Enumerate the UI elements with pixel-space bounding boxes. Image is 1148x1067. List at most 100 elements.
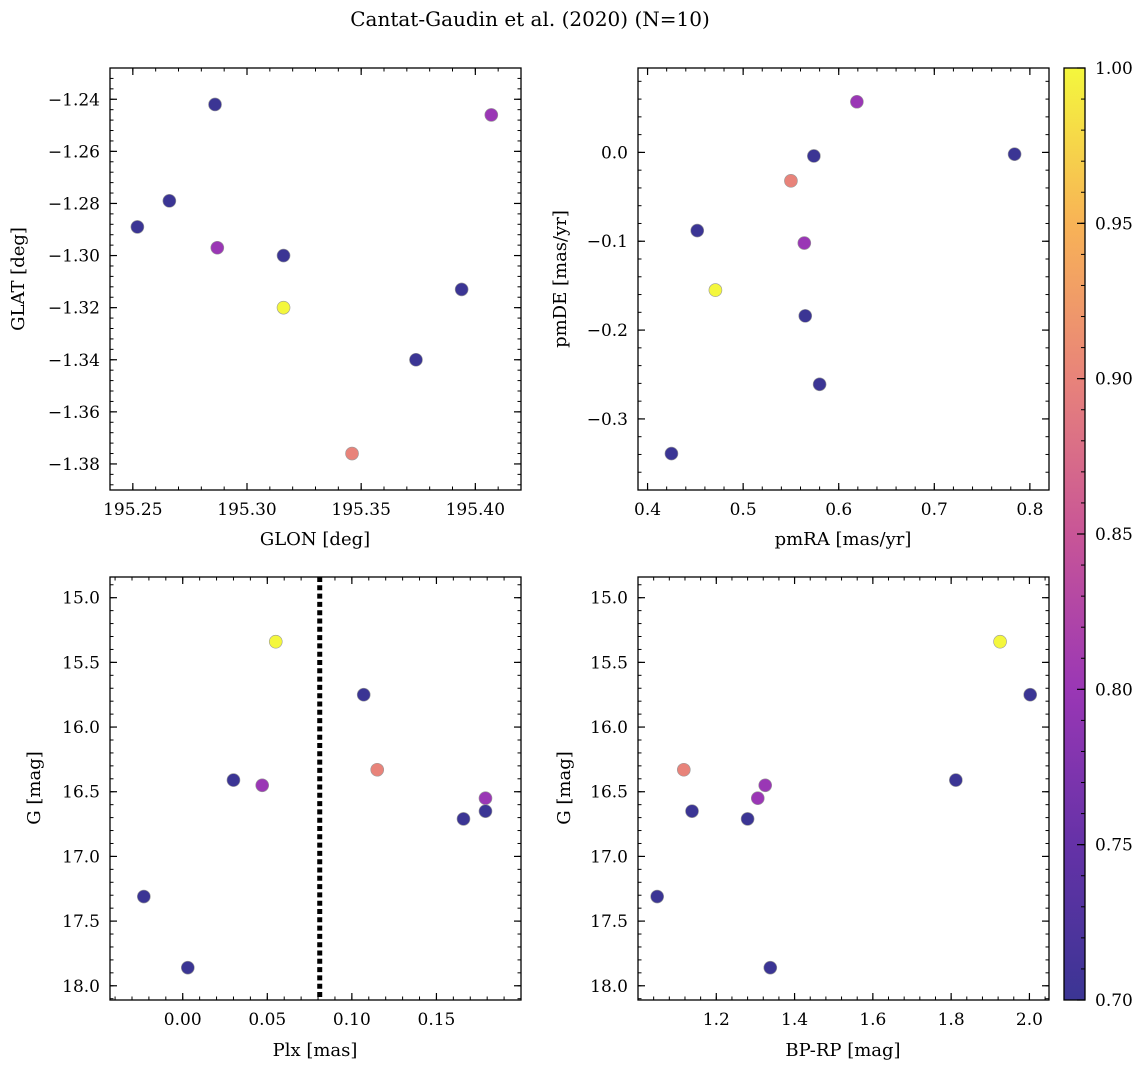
axes-frame xyxy=(637,576,1050,1001)
data-point xyxy=(130,220,145,234)
x-tick-label: 195.30 xyxy=(217,500,276,520)
y-tick-label: 15.0 xyxy=(62,589,100,609)
data-point xyxy=(750,791,765,806)
x-tick-label: 0.15 xyxy=(418,1010,456,1030)
x-tick-label: 0.6 xyxy=(825,500,852,520)
y-tick-label: −1.24 xyxy=(48,90,100,110)
data-point xyxy=(478,804,493,818)
data-point xyxy=(409,352,423,367)
data-point xyxy=(807,149,821,163)
data-point xyxy=(370,762,385,777)
data-point xyxy=(268,634,283,649)
axes-frame xyxy=(109,576,522,1001)
y-tick-label: −1.36 xyxy=(48,403,100,423)
data-point xyxy=(276,248,291,263)
data-point xyxy=(255,778,270,793)
data-point xyxy=(708,283,723,297)
data-point xyxy=(276,300,291,315)
panel-bprp-g: 1.2 1.4 1.6 1.8 2.0 15.0 15.5 16.0 16.5 17.0 17.5 1… xyxy=(554,576,1050,1061)
y-tick-label: 16.0 xyxy=(62,718,100,738)
data-point xyxy=(993,634,1007,649)
y-tick-label: 18.0 xyxy=(62,977,100,997)
panel-glon-glat: 195.25 195.30 195.35 195.40 −1.24 −1.26 −1.28 −… xyxy=(8,67,522,550)
colorbar-tick-label: 0.75 xyxy=(1095,836,1133,856)
x-tick-label: 195.25 xyxy=(103,500,162,520)
data-point xyxy=(740,812,755,826)
colorbar-tick-label: 0.85 xyxy=(1095,525,1133,545)
data-point xyxy=(226,773,241,787)
x-tick-label: 0.4 xyxy=(634,500,661,520)
x-tick-label: 0.00 xyxy=(164,1010,202,1030)
data-point xyxy=(484,108,499,122)
data-point xyxy=(850,94,864,109)
y-tick-label: −1.30 xyxy=(48,247,100,267)
data-point xyxy=(763,960,778,975)
y-tick-label: 16.5 xyxy=(62,783,100,803)
data-point xyxy=(1007,147,1022,161)
x-tick-label: 0.10 xyxy=(333,1010,371,1030)
y-axis-label: G [mag] xyxy=(24,751,45,824)
y-tick-label: 15.5 xyxy=(62,653,100,673)
data-point xyxy=(137,889,151,904)
data-point xyxy=(210,240,225,255)
panel-pmra-pmde: 0.4 0.5 0.6 0.7 0.8 0.0 −0.1 −0.2 −0.3 pmRA [mas/… xyxy=(550,67,1050,550)
y-tick-label: 17.5 xyxy=(590,912,628,932)
data-point xyxy=(949,773,963,787)
minor-ticks xyxy=(110,68,521,490)
colorbar-tick-label: 0.95 xyxy=(1095,214,1133,234)
y-tick-label: 18.0 xyxy=(590,977,628,997)
x-tick-label: 0.8 xyxy=(1016,500,1043,520)
colorbar-tick-label: 0.70 xyxy=(1095,991,1133,1011)
data-point xyxy=(784,174,798,188)
y-tick-label: −1.34 xyxy=(48,351,100,371)
x-axis-label: Plx [mas] xyxy=(273,1040,358,1061)
y-tick-label: −1.32 xyxy=(48,299,100,319)
y-axis-label: pmDE [mas/yr] xyxy=(550,210,571,348)
x-axis-label: BP-RP [mag] xyxy=(785,1040,900,1061)
colorbar-tick-label: 0.80 xyxy=(1095,680,1133,700)
x-axis-label: pmRA [mas/yr] xyxy=(775,529,912,550)
data-point xyxy=(664,446,679,461)
data-point xyxy=(797,236,812,250)
y-tick-label: −1.38 xyxy=(48,455,100,475)
y-tick-label: 17.0 xyxy=(590,847,628,867)
data-point xyxy=(1023,687,1038,702)
figure-title: Cantat-Gaudin et al. (2020) (N=10) xyxy=(350,7,710,31)
data-point xyxy=(456,812,471,826)
data-point xyxy=(676,762,691,777)
data-point xyxy=(758,778,773,793)
data-point xyxy=(345,446,359,461)
colorbar-tick-label: 0.90 xyxy=(1095,370,1133,390)
y-tick-label: 17.5 xyxy=(62,912,100,932)
data-point xyxy=(181,960,195,975)
axes-frame xyxy=(637,67,1050,491)
minor-ticks xyxy=(110,577,521,1000)
data-point xyxy=(454,282,469,297)
data-point xyxy=(356,687,371,702)
x-tick-label: 195.40 xyxy=(446,500,505,520)
y-tick-label: 17.0 xyxy=(62,847,100,867)
y-tick-label: −1.26 xyxy=(48,142,100,162)
x-axis-label: GLON [deg] xyxy=(260,529,370,550)
minor-ticks xyxy=(638,68,1049,490)
data-point xyxy=(478,791,493,806)
x-tick-label: 0.5 xyxy=(730,500,757,520)
data-point xyxy=(685,804,699,818)
x-tick-label: 1.4 xyxy=(781,1010,808,1030)
y-axis-label: G [mag] xyxy=(554,751,575,824)
data-point xyxy=(812,377,827,392)
y-tick-label: 16.5 xyxy=(590,783,628,803)
y-axis-label: GLAT [deg] xyxy=(8,227,29,331)
y-tick-label: 0.0 xyxy=(601,143,628,163)
x-tick-label: 1.2 xyxy=(703,1010,730,1030)
colorbar: 0.70 0.75 0.80 0.85 0.90 0.95 1.00 xyxy=(1063,59,1133,1011)
data-point xyxy=(798,309,813,323)
x-tick-label: 1.8 xyxy=(938,1010,965,1030)
panel-plx-g: 0.00 0.05 0.10 0.15 15.0 15.5 16.0 16.5 17.0 17.5… xyxy=(24,576,522,1061)
y-tick-label: 16.0 xyxy=(590,718,628,738)
y-tick-label: −0.3 xyxy=(587,410,628,430)
x-tick-label: 1.6 xyxy=(859,1010,886,1030)
x-tick-label: 0.7 xyxy=(921,500,948,520)
y-tick-label: 15.0 xyxy=(590,589,628,609)
